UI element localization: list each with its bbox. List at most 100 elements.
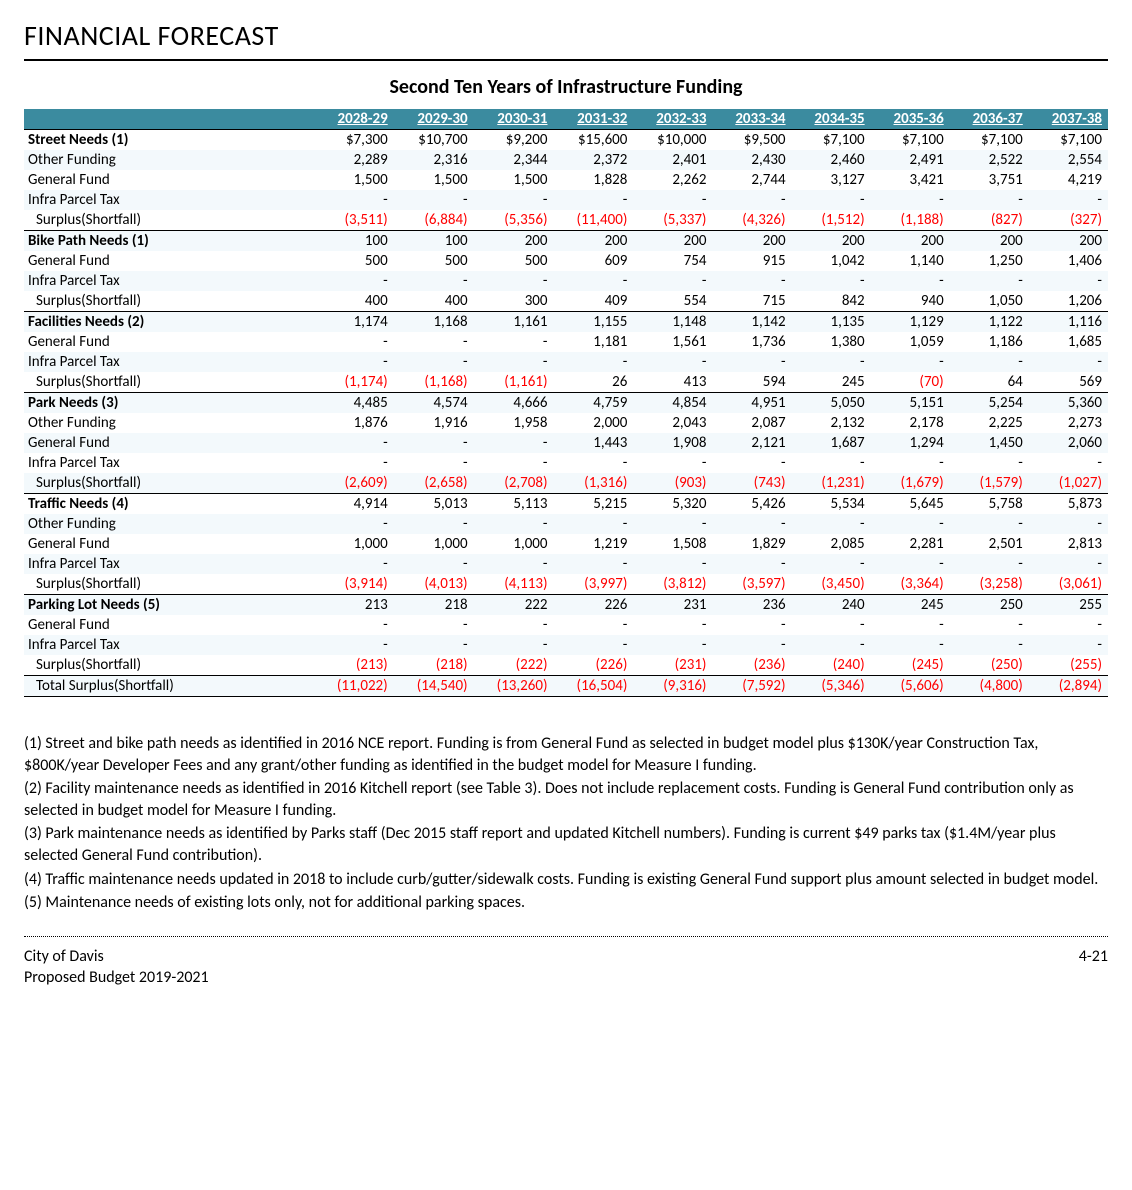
row-label: Surplus(Shortfall) — [24, 655, 314, 676]
cell-value: 200 — [554, 231, 634, 252]
cell-value: - — [950, 453, 1029, 473]
cell-value: 915 — [712, 251, 791, 271]
cell-value: - — [314, 352, 394, 372]
cell-value: (3,061) — [1029, 574, 1108, 595]
cell-value: - — [950, 190, 1029, 210]
cell-value: (3,597) — [712, 574, 791, 595]
table-row: Surplus(Shortfall)(1,174)(1,168)(1,161)2… — [24, 372, 1108, 393]
footer-left: City of Davis Proposed Budget 2019-2021 — [24, 947, 209, 989]
cell-value: (2,658) — [394, 473, 474, 494]
cell-value: 2,085 — [792, 534, 871, 554]
cell-value: 500 — [314, 251, 394, 271]
year-header: 2030-31 — [474, 109, 554, 130]
cell-value: 2,344 — [474, 150, 554, 170]
footnote: (4) Traffic maintenance needs updated in… — [24, 869, 1108, 891]
cell-value: - — [633, 271, 712, 291]
year-header: 2031-32 — [554, 109, 634, 130]
row-label: General Fund — [24, 251, 314, 271]
cell-value: (2,708) — [474, 473, 554, 494]
cell-value: 2,316 — [394, 150, 474, 170]
cell-value: $10,700 — [394, 130, 474, 151]
forecast-table: 2028-292029-302030-312031-322032-332033-… — [24, 109, 1108, 697]
cell-value: 1,450 — [950, 433, 1029, 453]
cell-value: (11,400) — [554, 210, 634, 231]
cell-value: 2,554 — [1029, 150, 1108, 170]
cell-value: 1,181 — [554, 332, 634, 352]
cell-value: - — [474, 453, 554, 473]
cell-value: - — [554, 190, 634, 210]
cell-value: - — [633, 554, 712, 574]
cell-value: 2,043 — [633, 413, 712, 433]
cell-value: 1,380 — [792, 332, 871, 352]
cell-value: 1,059 — [871, 332, 950, 352]
cell-value: 1,687 — [792, 433, 871, 453]
table-row: Surplus(Shortfall)(2,609)(2,658)(2,708)(… — [24, 473, 1108, 494]
cell-value: - — [792, 554, 871, 574]
cell-value: - — [950, 271, 1029, 291]
cell-value: 1,500 — [394, 170, 474, 190]
cell-value: - — [871, 514, 950, 534]
cell-value: - — [871, 453, 950, 473]
cell-value: - — [633, 615, 712, 635]
cell-value: - — [394, 271, 474, 291]
cell-value: - — [950, 514, 1029, 534]
cell-value: 609 — [554, 251, 634, 271]
cell-value: 1,916 — [394, 413, 474, 433]
row-label: Surplus(Shortfall) — [24, 574, 314, 595]
cell-value: 2,087 — [712, 413, 791, 433]
cell-value: 231 — [633, 595, 712, 616]
row-label: General Fund — [24, 433, 314, 453]
row-label: Park Needs (3) — [24, 393, 314, 414]
cell-value: 940 — [871, 291, 950, 312]
cell-value: (222) — [474, 655, 554, 676]
cell-value: 200 — [712, 231, 791, 252]
cell-value: 1,140 — [871, 251, 950, 271]
cell-value: 1,116 — [1029, 312, 1108, 333]
cell-value: 1,206 — [1029, 291, 1108, 312]
cell-value: 2,372 — [554, 150, 634, 170]
cell-value: - — [792, 352, 871, 372]
cell-value: - — [474, 332, 554, 352]
cell-value: 2,000 — [554, 413, 634, 433]
cell-value: (3,997) — [554, 574, 634, 595]
cell-value: 4,219 — [1029, 170, 1108, 190]
cell-value: 250 — [950, 595, 1029, 616]
cell-value: $7,100 — [1029, 130, 1108, 151]
cell-value: 5,645 — [871, 494, 950, 515]
cell-value: (13,260) — [474, 676, 554, 697]
cell-value: 1,129 — [871, 312, 950, 333]
cell-value: 1,135 — [792, 312, 871, 333]
cell-value: (218) — [394, 655, 474, 676]
table-row: Surplus(Shortfall)(3,914)(4,013)(4,113)(… — [24, 574, 1108, 595]
cell-value: - — [474, 554, 554, 574]
footnotes: (1) Street and bike path needs as identi… — [24, 733, 1108, 914]
cell-value: (11,022) — [314, 676, 394, 697]
cell-value: 2,262 — [633, 170, 712, 190]
cell-value: (236) — [712, 655, 791, 676]
cell-value: - — [633, 352, 712, 372]
year-header: 2035-36 — [871, 109, 950, 130]
cell-value: - — [394, 453, 474, 473]
cell-value: 715 — [712, 291, 791, 312]
table-row: Infra Parcel Tax---------- — [24, 635, 1108, 655]
cell-value: (327) — [1029, 210, 1108, 231]
cell-value: - — [712, 615, 791, 635]
cell-value: (2,609) — [314, 473, 394, 494]
table-row: Parking Lot Needs (5)2132182222262312362… — [24, 595, 1108, 616]
cell-value: (1,161) — [474, 372, 554, 393]
row-label: Other Funding — [24, 514, 314, 534]
cell-value: 5,873 — [1029, 494, 1108, 515]
cell-value: - — [314, 332, 394, 352]
table-row: General Fund1,0001,0001,0001,2191,5081,8… — [24, 534, 1108, 554]
page-title: FINANCIAL FORECAST — [24, 18, 1108, 53]
cell-value: 1,406 — [1029, 251, 1108, 271]
cell-value: - — [554, 514, 634, 534]
cell-value: 1,500 — [314, 170, 394, 190]
table-subtitle: Second Ten Years of Infrastructure Fundi… — [24, 75, 1108, 99]
cell-value: 5,050 — [792, 393, 871, 414]
cell-value: - — [633, 190, 712, 210]
cell-value: 222 — [474, 595, 554, 616]
table-row: Bike Path Needs (1)100100200200200200200… — [24, 231, 1108, 252]
cell-value: 2,744 — [712, 170, 791, 190]
cell-value: - — [554, 352, 634, 372]
